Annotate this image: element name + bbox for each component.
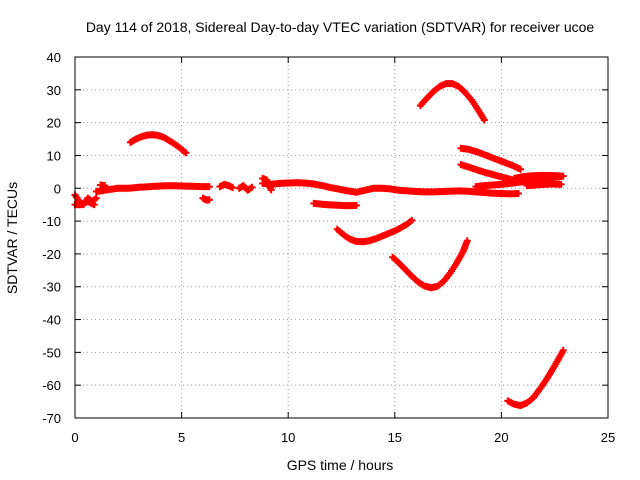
data-point: [229, 184, 237, 192]
y-axis-label: SDTVAR / TECUs: [4, 182, 20, 294]
data-point: [92, 194, 100, 202]
series-arc-baseline-1: [92, 182, 213, 196]
data-point: [463, 237, 471, 245]
data-point: [101, 182, 109, 190]
y-tick-label: -40: [42, 313, 61, 328]
series-arc-decline-12: [457, 144, 525, 173]
series-arc-small-dip: [199, 194, 213, 204]
data-point: [182, 149, 190, 157]
data-point: [90, 201, 98, 209]
y-tick-label: -10: [42, 214, 61, 229]
x-tick-label: 15: [388, 430, 402, 445]
series-arc-tail-low: [523, 180, 565, 190]
series-arc-decline-7: [457, 161, 516, 184]
data-point: [205, 183, 213, 191]
series-arc-hump-1: [126, 131, 190, 157]
y-tick-label: 20: [47, 116, 61, 131]
series-arc-baseline-2b: [259, 174, 275, 194]
x-tick-label: 25: [601, 430, 615, 445]
series-arc-peak-32: [416, 80, 488, 124]
x-tick-label: 20: [494, 430, 508, 445]
data-point: [514, 190, 522, 198]
y-tick-label: -50: [42, 345, 61, 360]
data-point: [205, 196, 213, 204]
y-tick-label: 0: [54, 181, 61, 196]
data-point: [352, 201, 360, 209]
series-arc-flat-neg5: [310, 199, 360, 210]
data-point: [480, 116, 488, 124]
data-point: [408, 216, 416, 224]
x-tick-label: 10: [281, 430, 295, 445]
y-tick-label: -30: [42, 280, 61, 295]
series-arc-cluster-7: [216, 180, 237, 192]
data-point: [248, 183, 256, 191]
x-axis-label: GPS time / hours: [287, 457, 394, 473]
data-point: [557, 180, 565, 188]
data-point: [559, 172, 567, 180]
x-tick-label: 0: [71, 430, 78, 445]
series-arc-cluster-8: [235, 182, 256, 194]
series-arc-early-negative-2: [71, 197, 98, 209]
series-arc-bottom-65: [504, 346, 567, 410]
series-arc-baseline-1b: [97, 181, 109, 190]
y-tick-label: -70: [42, 411, 61, 426]
data-point: [559, 346, 567, 354]
y-tick-label: 40: [47, 50, 61, 65]
axis-ticks: 0 5 10 15 20 25 -70 -60 -50 -40 -30 -20 -10 0 10 20 30 40: [42, 50, 615, 445]
y-tick-label: 30: [47, 83, 61, 98]
y-tick-label: -60: [42, 378, 61, 393]
plot-frame: [74, 56, 609, 419]
grid-lines: [75, 57, 608, 418]
chart-title: Day 114 of 2018, Sidereal Day-to-day VTE…: [86, 19, 595, 35]
data-point: [517, 165, 525, 173]
data-markers: [71, 80, 567, 410]
x-tick-label: 5: [178, 430, 185, 445]
series-arc-dip-30: [389, 237, 471, 292]
series-arc-dip-16: [333, 216, 416, 246]
data-point: [267, 186, 275, 194]
series-arc-tail-flat: [510, 171, 567, 182]
y-tick-label: -20: [42, 247, 61, 262]
y-tick-label: 10: [47, 148, 61, 163]
